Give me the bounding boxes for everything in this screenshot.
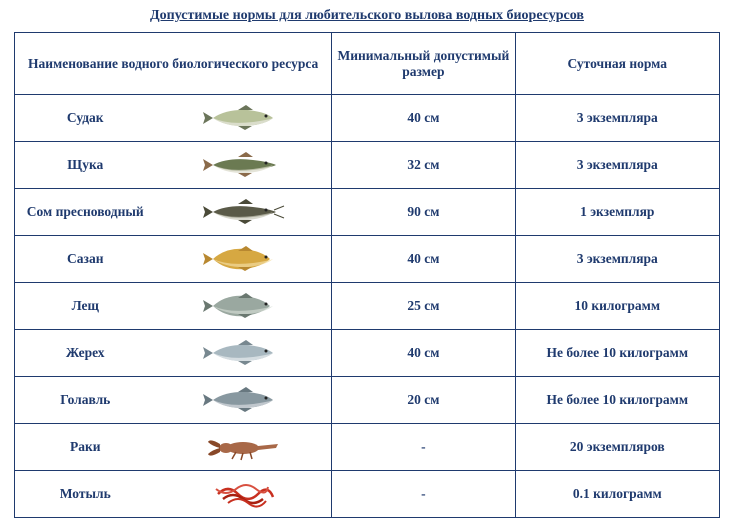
- cell-limit: 3 экземпляра: [515, 95, 719, 142]
- cell-size: 90 см: [332, 189, 515, 236]
- fish-catfish-icon: [156, 189, 332, 236]
- cell-size: 20 см: [332, 377, 515, 424]
- table-row: Сазан 40 см 3 экземпляра: [15, 236, 720, 283]
- header-name: Наименование водного биологического ресу…: [15, 33, 332, 95]
- cell-name: Голавль: [15, 377, 156, 424]
- header-size: Минимальный допустимый размер: [332, 33, 515, 95]
- cell-limit: 3 экземпляра: [515, 142, 719, 189]
- cell-name: Раки: [15, 424, 156, 471]
- fish-bream-icon: [156, 283, 332, 330]
- table-row: Раки - 20 экземпляров: [15, 424, 720, 471]
- cell-name: Жерех: [15, 330, 156, 377]
- fish-chub-icon: [156, 377, 332, 424]
- header-row: Наименование водного биологического ресу…: [15, 33, 720, 95]
- cell-limit: 20 экземпляров: [515, 424, 719, 471]
- cell-size: 40 см: [332, 236, 515, 283]
- fish-pike-icon: [156, 142, 332, 189]
- cell-size: 40 см: [332, 95, 515, 142]
- cell-name: Щука: [15, 142, 156, 189]
- cell-size: -: [332, 424, 515, 471]
- cell-name: Сом пресноводный: [15, 189, 156, 236]
- cell-size: -: [332, 471, 515, 518]
- cell-limit: 0.1 килограмм: [515, 471, 719, 518]
- cell-limit: Не более 10 килограмм: [515, 377, 719, 424]
- cell-name: Мотыль: [15, 471, 156, 518]
- table-row: Голавль 20 см Не более 10 килограмм: [15, 377, 720, 424]
- table-row: Судак 40 см 3 экземпляра: [15, 95, 720, 142]
- fish-perch-icon: [156, 95, 332, 142]
- cell-size: 32 см: [332, 142, 515, 189]
- cell-size: 25 см: [332, 283, 515, 330]
- cell-size: 40 см: [332, 330, 515, 377]
- cell-limit: Не более 10 килограмм: [515, 330, 719, 377]
- bloodworm-icon: [156, 471, 332, 518]
- limits-table: Наименование водного биологического ресу…: [14, 32, 720, 518]
- cell-name: Сазан: [15, 236, 156, 283]
- cell-name: Лещ: [15, 283, 156, 330]
- table-row: Сом пресноводный 90 см 1 экземпляр: [15, 189, 720, 236]
- table-row: Щука 32 см 3 экземпляра: [15, 142, 720, 189]
- fish-asp-icon: [156, 330, 332, 377]
- table-row: Жерех 40 см Не более 10 килограмм: [15, 330, 720, 377]
- crayfish-icon: [156, 424, 332, 471]
- fish-carp-icon: [156, 236, 332, 283]
- cell-limit: 3 экземпляра: [515, 236, 719, 283]
- cell-limit: 1 экземпляр: [515, 189, 719, 236]
- table-row: Лещ 25 см 10 килограмм: [15, 283, 720, 330]
- cell-name: Судак: [15, 95, 156, 142]
- table-row: Мотыль - 0.1 килограмм: [15, 471, 720, 518]
- page-title: Допустимые нормы для любительского вылов…: [14, 8, 720, 24]
- header-limit: Суточная норма: [515, 33, 719, 95]
- cell-limit: 10 килограмм: [515, 283, 719, 330]
